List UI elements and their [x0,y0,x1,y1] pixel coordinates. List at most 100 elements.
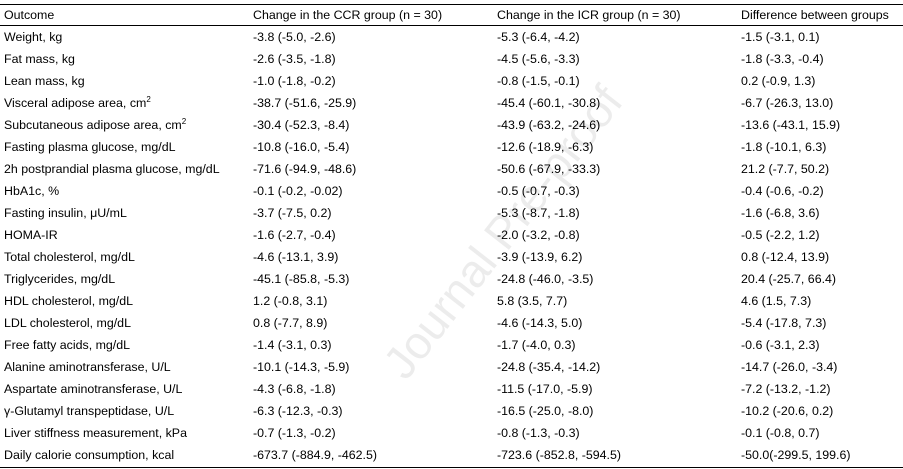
ccr-change-cell: -3.7 (-7.5, 0.2) [253,206,332,220]
difference-cell: -10.2 (-20.6, 0.2) [741,404,834,418]
difference-cell: 0.8 (-12.4, 13.9) [741,250,830,264]
ccr-change-cell: -1.4 (-3.1, 0.3) [253,338,332,352]
outcome-label: Alanine aminotransferase, U/L [4,360,171,374]
outcome-cell: Fasting insulin, μU/mL [4,202,127,224]
outcome-cell: Subcutaneous adipose area, cm2 [4,114,186,136]
header-ccr: Change in the CCR group (n = 30) [253,8,443,22]
header-outcome: Outcome [4,8,55,22]
outcome-cell: Fat mass, kg [4,48,75,70]
ccr-change-cell: -6.3 (-12.3, -0.3) [253,404,343,418]
icr-change-cell: -0.8 (-1.5, -0.1) [497,74,580,88]
outcome-label: HOMA-IR [4,228,58,242]
outcome-label: Daily calorie consumption, kcal [4,448,175,462]
outcome-label: 2h postprandial plasma glucose, mg/dL [4,162,220,176]
table-row: Visceral adipose area, cm2 -38.7 (-51.6, … [0,92,903,114]
icr-change-cell: -11.5 (-17.0, -5.9) [497,382,593,396]
icr-change-cell: -24.8 (-46.0, -3.5) [497,272,594,286]
table-row: Free fatty acids, mg/dL -1.4 (-3.1, 0.3) -… [0,334,903,356]
outcome-label: Total cholesterol, mg/dL [4,250,135,264]
icr-change-cell: -1.7 (-4.0, 0.3) [497,338,576,352]
table-row: HDL cholesterol, mg/dL 1.2 (-0.8, 3.1) 5.8… [0,290,903,312]
outcome-label: Triglycerides, mg/dL [4,272,116,286]
header-row: Outcome Change in the CCR group (n = 30)… [0,4,903,26]
icr-change-cell: -16.5 (-25.0, -8.0) [497,404,594,418]
outcome-label: HDL cholesterol, mg/dL [4,294,134,308]
ccr-change-cell: -4.6 (-13.1, 3.9) [253,250,339,264]
outcome-cell: HbA1c, % [4,180,59,202]
difference-cell: 20.4 (-25.7, 66.4) [741,272,837,286]
difference-cell: -0.4 (-0.6, -0.2) [741,184,824,198]
table-row: Liver stiffness measurement, kPa -0.7 (-1… [0,422,903,444]
table-row: Triglycerides, mg/dL -45.1 (-85.8, -5.3) -… [0,268,903,290]
icr-change-cell: -4.5 (-5.6, -3.3) [497,52,580,66]
ccr-change-cell: -1.6 (-2.7, -0.4) [253,228,336,242]
difference-cell: -1.5 (-3.1, 0.1) [741,30,820,44]
ccr-change-cell: 1.2 (-0.8, 3.1) [253,294,328,308]
icr-change-cell: -0.5 (-0.7, -0.3) [497,184,580,198]
difference-cell: 4.6 (1.5, 7.3) [741,294,812,308]
difference-cell: -1.6 (-6.8, 3.6) [741,206,820,220]
difference-cell: -6.7 (-26.3, 13.0) [741,96,834,110]
outcome-label: Weight, kg [4,30,63,44]
outcome-cell: Total cholesterol, mg/dL [4,246,135,268]
outcome-label: Aspartate aminotransferase, U/L [4,382,183,396]
difference-cell: -5.4 (-17.8, 7.3) [741,316,827,330]
difference-cell: -1.8 (-10.1, 6.3) [741,140,827,154]
ccr-change-cell: -45.1 (-85.8, -5.3) [253,272,350,286]
difference-cell: -0.5 (-2.2, 1.2) [741,228,820,242]
ccr-change-cell: -38.7 (-51.6, -25.9) [253,96,357,110]
outcome-cell: 2h postprandial plasma glucose, mg/dL [4,158,220,180]
icr-change-cell: -0.8 (-1.3, -0.3) [497,426,580,440]
ccr-change-cell: -10.1 (-14.3, -5.9) [253,360,350,374]
outcome-label: Liver stiffness measurement, kPa [4,426,187,440]
icr-change-cell: 5.8 (3.5, 7.7) [497,294,568,308]
outcome-label: Subcutaneous adipose area, cm [4,118,182,132]
difference-cell: 0.2 (-0.9, 1.3) [741,74,816,88]
icr-change-cell: -5.3 (-6.4, -4.2) [497,30,580,44]
outcome-cell: γ-Glutamyl transpeptidase, U/L [4,400,174,422]
outcome-cell: Visceral adipose area, cm2 [4,92,151,114]
ccr-change-cell: -0.1 (-0.2, -0.02) [253,184,343,198]
outcome-cell: Daily calorie consumption, kcal [4,444,174,466]
outcome-label: Fasting plasma glucose, mg/dL [4,140,176,154]
table-row: γ-Glutamyl transpeptidase, U/L -6.3 (-12.… [0,400,903,422]
table-row: Fat mass, kg -2.6 (-3.5, -1.8) -4.5 (-5.6,… [0,48,903,70]
outcome-cell: Alanine aminotransferase, U/L [4,356,171,378]
table-row: Fasting plasma glucose, mg/dL -10.8 (-16.… [0,136,903,158]
outcome-cell: Triglycerides, mg/dL [4,268,115,290]
ccr-change-cell: -2.6 (-3.5, -1.8) [253,52,336,66]
ccr-change-cell: -673.7 (-884.9, -462.5) [253,448,377,462]
top-rule [0,4,903,5]
table-row: Aspartate aminotransferase, U/L -4.3 (-6.… [0,378,903,400]
outcome-unit-superscript: 2 [181,117,187,126]
outcome-cell: LDL cholesterol, mg/dL [4,312,131,334]
table-row: Lean mass, kg -1.0 (-1.8, -0.2) -0.8 (-1.5… [0,70,903,92]
difference-cell: -0.6 (-3.1, 2.3) [741,338,820,352]
table-row: HOMA-IR -1.6 (-2.7, -0.4) -2.0 (-3.2, -0.8… [0,224,903,246]
outcome-label: Fat mass, kg [4,52,75,66]
difference-cell: -0.1 (-0.8, 0.7) [741,426,820,440]
table-row: Alanine aminotransferase, U/L -10.1 (-14.… [0,356,903,378]
ccr-change-cell: -10.8 (-16.0, -5.4) [253,140,350,154]
difference-cell: 21.2 (-7.7, 50.2) [741,162,830,176]
outcome-cell: HOMA-IR [4,224,58,246]
outcome-cell: Free fatty acids, mg/dL [4,334,130,356]
icr-change-cell: -24.8 (-35.4, -14.2) [497,360,601,374]
icr-change-cell: -723.6 (-852.8, -594.5) [497,448,621,462]
header-diff: Difference between groups [741,8,889,22]
table-row: HbA1c, % -0.1 (-0.2, -0.02) -0.5 (-0.7, -0… [0,180,903,202]
table-row: Fasting insulin, μU/mL -3.7 (-7.5, 0.2) -5… [0,202,903,224]
ccr-change-cell: -3.8 (-5.0, -2.6) [253,30,336,44]
bottom-rule [0,467,903,468]
outcome-label: Fasting insulin, μU/mL [4,206,127,220]
table-row: Weight, kg -3.8 (-5.0, -2.6) -5.3 (-6.4, -… [0,26,903,48]
outcome-cell: Lean mass, kg [4,70,85,92]
icr-change-cell: -2.0 (-3.2, -0.8) [497,228,580,242]
header-icr: Change in the ICR group (n = 30) [497,8,681,22]
icr-change-cell: -5.3 (-8.7, -1.8) [497,206,580,220]
table-row: Subcutaneous adipose area, cm2 -30.4 (-52… [0,114,903,136]
outcome-label: LDL cholesterol, mg/dL [4,316,131,330]
difference-cell: -1.8 (-3.3, -0.4) [741,52,824,66]
icr-change-cell: -45.4 (-60.1, -30.8) [497,96,601,110]
ccr-change-cell: -0.7 (-1.3, -0.2) [253,426,336,440]
